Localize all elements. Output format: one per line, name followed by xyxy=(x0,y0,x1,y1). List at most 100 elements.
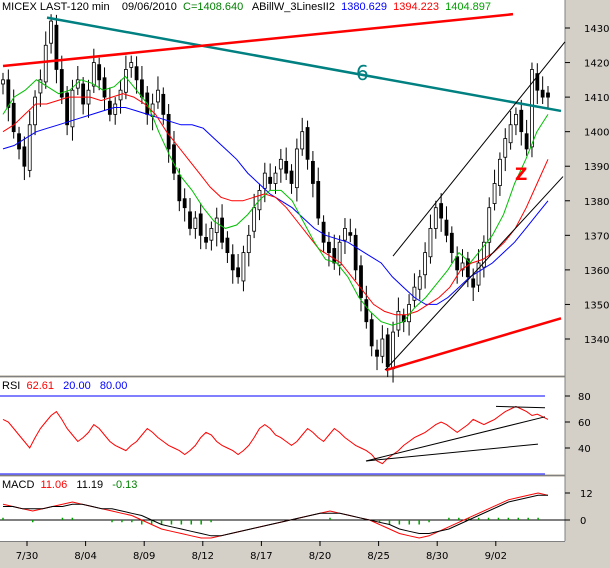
candle-body xyxy=(433,207,438,229)
rsi-panel xyxy=(0,378,565,474)
candle-body xyxy=(481,241,486,268)
xtick-label: 9/02 xyxy=(485,551,507,562)
candle-body xyxy=(311,160,315,184)
channel-upper-line xyxy=(392,41,566,257)
candle-body xyxy=(535,73,540,91)
candle-body xyxy=(102,77,107,98)
rsi-trend-line-upper xyxy=(365,416,546,462)
candle-body xyxy=(337,241,342,266)
xtick-label: 8/30 xyxy=(426,551,448,562)
candle-body xyxy=(273,172,278,184)
candle-body xyxy=(49,20,53,44)
candle-body xyxy=(530,69,534,148)
ma-line-green xyxy=(2,75,549,326)
trendline-upper-red xyxy=(2,12,514,68)
candle-body xyxy=(33,96,37,126)
xtick-label: 7/30 xyxy=(16,551,38,562)
xtick-label: 8/17 xyxy=(250,551,272,562)
study-value-1: 1380.629 xyxy=(341,1,387,13)
candle-body xyxy=(156,89,160,103)
candle-body xyxy=(460,262,465,271)
candle-body xyxy=(134,66,139,81)
candle-body xyxy=(396,310,401,331)
trendline-6-label: 6 xyxy=(356,61,369,85)
candle-body xyxy=(97,64,102,81)
candle-body xyxy=(278,158,283,170)
macd-header: MACD 11.06 11.19 -0.13 xyxy=(2,479,137,492)
macd-label: MACD xyxy=(2,479,35,491)
ma-line-red xyxy=(2,93,549,316)
candle-body xyxy=(166,113,171,150)
candle-body xyxy=(327,241,331,254)
study-name: ABillW_3LinesII2 xyxy=(251,1,335,13)
hist-value: -0.13 xyxy=(112,479,138,491)
candle-body xyxy=(524,133,529,150)
candle-body xyxy=(321,221,326,243)
candle-body xyxy=(113,103,118,115)
rsi-top-line xyxy=(495,405,546,409)
candle-body xyxy=(492,183,497,204)
candle-body xyxy=(11,102,16,133)
candle-body xyxy=(38,79,43,94)
candle-body xyxy=(471,278,476,288)
candle-body xyxy=(230,254,235,271)
candle-body xyxy=(198,213,203,236)
xtick-label: 8/12 xyxy=(192,551,214,562)
close-value: C=1408.640 xyxy=(183,1,244,13)
candle-body xyxy=(246,234,251,254)
candle-body xyxy=(508,124,513,144)
candle-body xyxy=(214,217,219,233)
rsi-plot: 40 60 80 xyxy=(0,392,591,475)
rsi-lower: 20.00 xyxy=(63,380,91,392)
study-value-2: 1394.223 xyxy=(393,1,440,13)
candle-body xyxy=(417,276,422,290)
macd-ytick-label: 12 xyxy=(580,489,593,500)
macd-value: 11.06 xyxy=(40,479,68,491)
candle-body xyxy=(476,262,481,286)
z-label: Z xyxy=(515,165,527,185)
candle-body xyxy=(423,252,428,276)
rsi-ytick-label: 40 xyxy=(578,444,591,455)
candle-body xyxy=(241,252,246,282)
candle-body xyxy=(465,258,470,278)
trendlines xyxy=(2,12,566,372)
candle-body xyxy=(369,319,374,347)
candle-body xyxy=(6,79,11,108)
candle-body xyxy=(81,83,86,105)
candle-body xyxy=(412,286,417,301)
candle-body xyxy=(439,203,444,219)
candle-body xyxy=(498,158,502,186)
trendline-lower-red xyxy=(385,317,562,372)
rsi-trend-line-lower xyxy=(365,443,539,462)
candle-body xyxy=(332,248,337,264)
xtick-label: 8/04 xyxy=(74,551,96,562)
candle-body xyxy=(1,79,5,85)
candle-body xyxy=(54,24,59,70)
candle-body xyxy=(375,349,379,357)
candle-body xyxy=(43,44,48,83)
rsi-label: RSI xyxy=(2,380,21,392)
candle-body xyxy=(236,267,240,278)
macd-panel xyxy=(0,477,565,541)
candle-body xyxy=(380,338,385,357)
rsi-header: RSI 62.61 20.00 80.00 xyxy=(2,380,127,393)
candle-body xyxy=(59,69,64,98)
trendline-resistance-6 xyxy=(46,16,562,113)
candle-body xyxy=(300,131,305,150)
signal-value: 11.19 xyxy=(76,479,104,491)
candle-body xyxy=(455,256,460,271)
candle-body xyxy=(514,113,518,126)
candle-body xyxy=(294,148,299,189)
candle-body xyxy=(305,127,310,160)
candle-body xyxy=(348,232,353,236)
candle-body xyxy=(65,92,70,126)
candle-body xyxy=(252,207,257,232)
candle-body xyxy=(353,234,358,271)
macd-ytick-label: 0 xyxy=(580,516,586,527)
candle-body xyxy=(220,217,224,243)
candle-body xyxy=(225,237,230,254)
xtick-label: 8/20 xyxy=(309,551,331,562)
price-ytick-label: 1430 xyxy=(584,24,609,35)
candle-body xyxy=(503,138,508,158)
candle-body xyxy=(140,79,144,98)
